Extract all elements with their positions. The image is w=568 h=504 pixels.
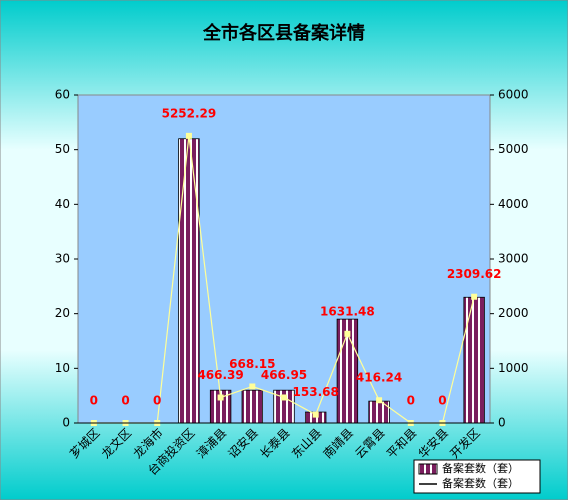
bar bbox=[241, 389, 264, 424]
y-tick-label: 40 bbox=[55, 197, 70, 211]
chart-title: 全市各区县备案详情 bbox=[202, 22, 365, 44]
plot-area bbox=[77, 94, 491, 424]
data-label: 153.68 bbox=[293, 385, 339, 399]
data-label: 0 bbox=[121, 394, 129, 408]
bar bbox=[178, 138, 200, 424]
data-label: 668.15 bbox=[229, 357, 275, 371]
y2-tick-label: 2000 bbox=[498, 306, 529, 320]
line-marker bbox=[376, 397, 383, 404]
line-marker bbox=[471, 293, 478, 300]
data-label: 0 bbox=[438, 394, 446, 408]
y2-tick-label: 5000 bbox=[498, 142, 529, 156]
line-marker bbox=[281, 394, 287, 401]
line-marker bbox=[312, 411, 319, 418]
y2-tick-label: 4000 bbox=[498, 197, 529, 211]
line-marker bbox=[217, 394, 224, 401]
line-marker bbox=[185, 132, 192, 139]
y-tick-label: 0 bbox=[62, 416, 70, 430]
y2-tick-label: 3000 bbox=[498, 252, 529, 266]
data-label: 0 bbox=[407, 394, 415, 408]
data-label: 416.24 bbox=[356, 371, 402, 385]
data-label: 1631.48 bbox=[320, 304, 375, 318]
bar bbox=[463, 296, 485, 424]
y-tick-label: 20 bbox=[55, 306, 70, 320]
data-label: 0 bbox=[90, 394, 98, 408]
y2-tick-label: 0 bbox=[498, 416, 506, 430]
line-marker bbox=[344, 330, 351, 337]
legend-label: 备案套数（套） bbox=[442, 461, 519, 475]
data-label: 2309.62 bbox=[447, 267, 502, 281]
y-tick-label: 60 bbox=[55, 88, 70, 102]
y-tick-label: 30 bbox=[55, 252, 70, 266]
data-label: 466.39 bbox=[197, 368, 243, 382]
data-label: 466.95 bbox=[261, 368, 307, 382]
bar bbox=[368, 400, 390, 424]
legend-label: 备案套数（套） bbox=[442, 476, 519, 490]
data-label: 5252.29 bbox=[162, 106, 217, 120]
y-tick-label: 10 bbox=[55, 361, 70, 375]
line-marker bbox=[249, 383, 256, 390]
data-label: 0 bbox=[153, 394, 161, 408]
legend-swatch bbox=[418, 463, 438, 475]
y2-tick-label: 6000 bbox=[498, 88, 529, 102]
y2-tick-label: 1000 bbox=[498, 361, 529, 375]
y-tick-label: 50 bbox=[55, 142, 70, 156]
